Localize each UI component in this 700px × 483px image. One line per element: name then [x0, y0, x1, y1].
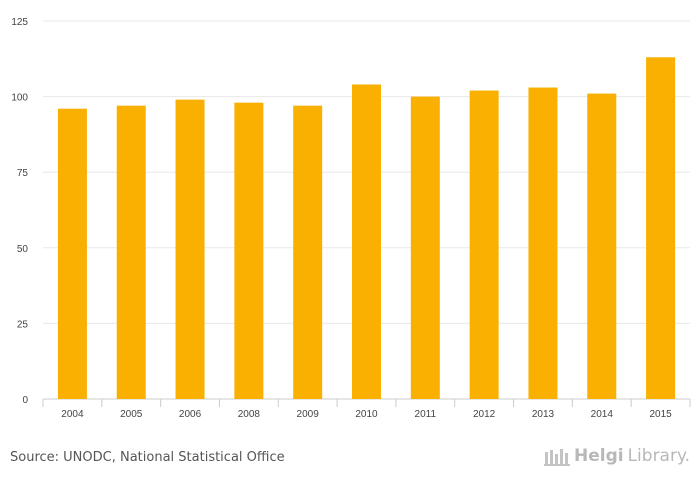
x-tick-label: 2009	[297, 409, 320, 420]
bar-2009	[293, 105, 323, 399]
bar-2008	[234, 102, 264, 399]
library-icon	[543, 449, 570, 466]
footer: Source: UNODC, National Statistical Offi…	[0, 440, 700, 480]
bar-2013	[528, 87, 558, 399]
bar-2012	[469, 90, 499, 399]
x-tick-label: 2013	[532, 409, 555, 420]
source-note: Source: UNODC, National Statistical Offi…	[10, 450, 285, 465]
x-tick-label: 2008	[238, 409, 261, 420]
bar-2004	[57, 108, 87, 400]
y-tick-label: 100	[11, 93, 28, 104]
brand-helgi: Helgi	[573, 446, 624, 466]
helgi-library-logo[interactable]: Helgi Library.	[543, 446, 690, 466]
x-tick-label: 2012	[473, 409, 496, 420]
bar-2005	[116, 105, 146, 399]
bar-2011	[410, 96, 440, 399]
x-tick-label: 2014	[591, 409, 614, 420]
bar-2015	[646, 57, 676, 400]
y-tick-label: 75	[17, 168, 29, 179]
x-tick-label: 2010	[355, 409, 378, 420]
y-tick-label: 0	[22, 395, 28, 406]
bar-2006	[175, 99, 205, 400]
y-tick-label: 125	[11, 17, 28, 28]
bar-2014	[587, 93, 617, 400]
x-tick-label: 2006	[179, 409, 202, 420]
x-tick-label: 2005	[120, 409, 143, 420]
x-tick-label: 2004	[61, 409, 84, 420]
bar-chart: 0 25 50 75 100 125 2004 2005 2006 2008 2009 2010 201…	[11, 17, 691, 420]
x-tick-label: 2011	[415, 409, 437, 420]
y-tick-label: 50	[17, 244, 29, 255]
y-tick-label: 25	[17, 319, 29, 330]
brand-library: Library.	[627, 446, 690, 466]
bar-2010	[352, 84, 381, 399]
x-tick-label: 2015	[649, 409, 672, 420]
